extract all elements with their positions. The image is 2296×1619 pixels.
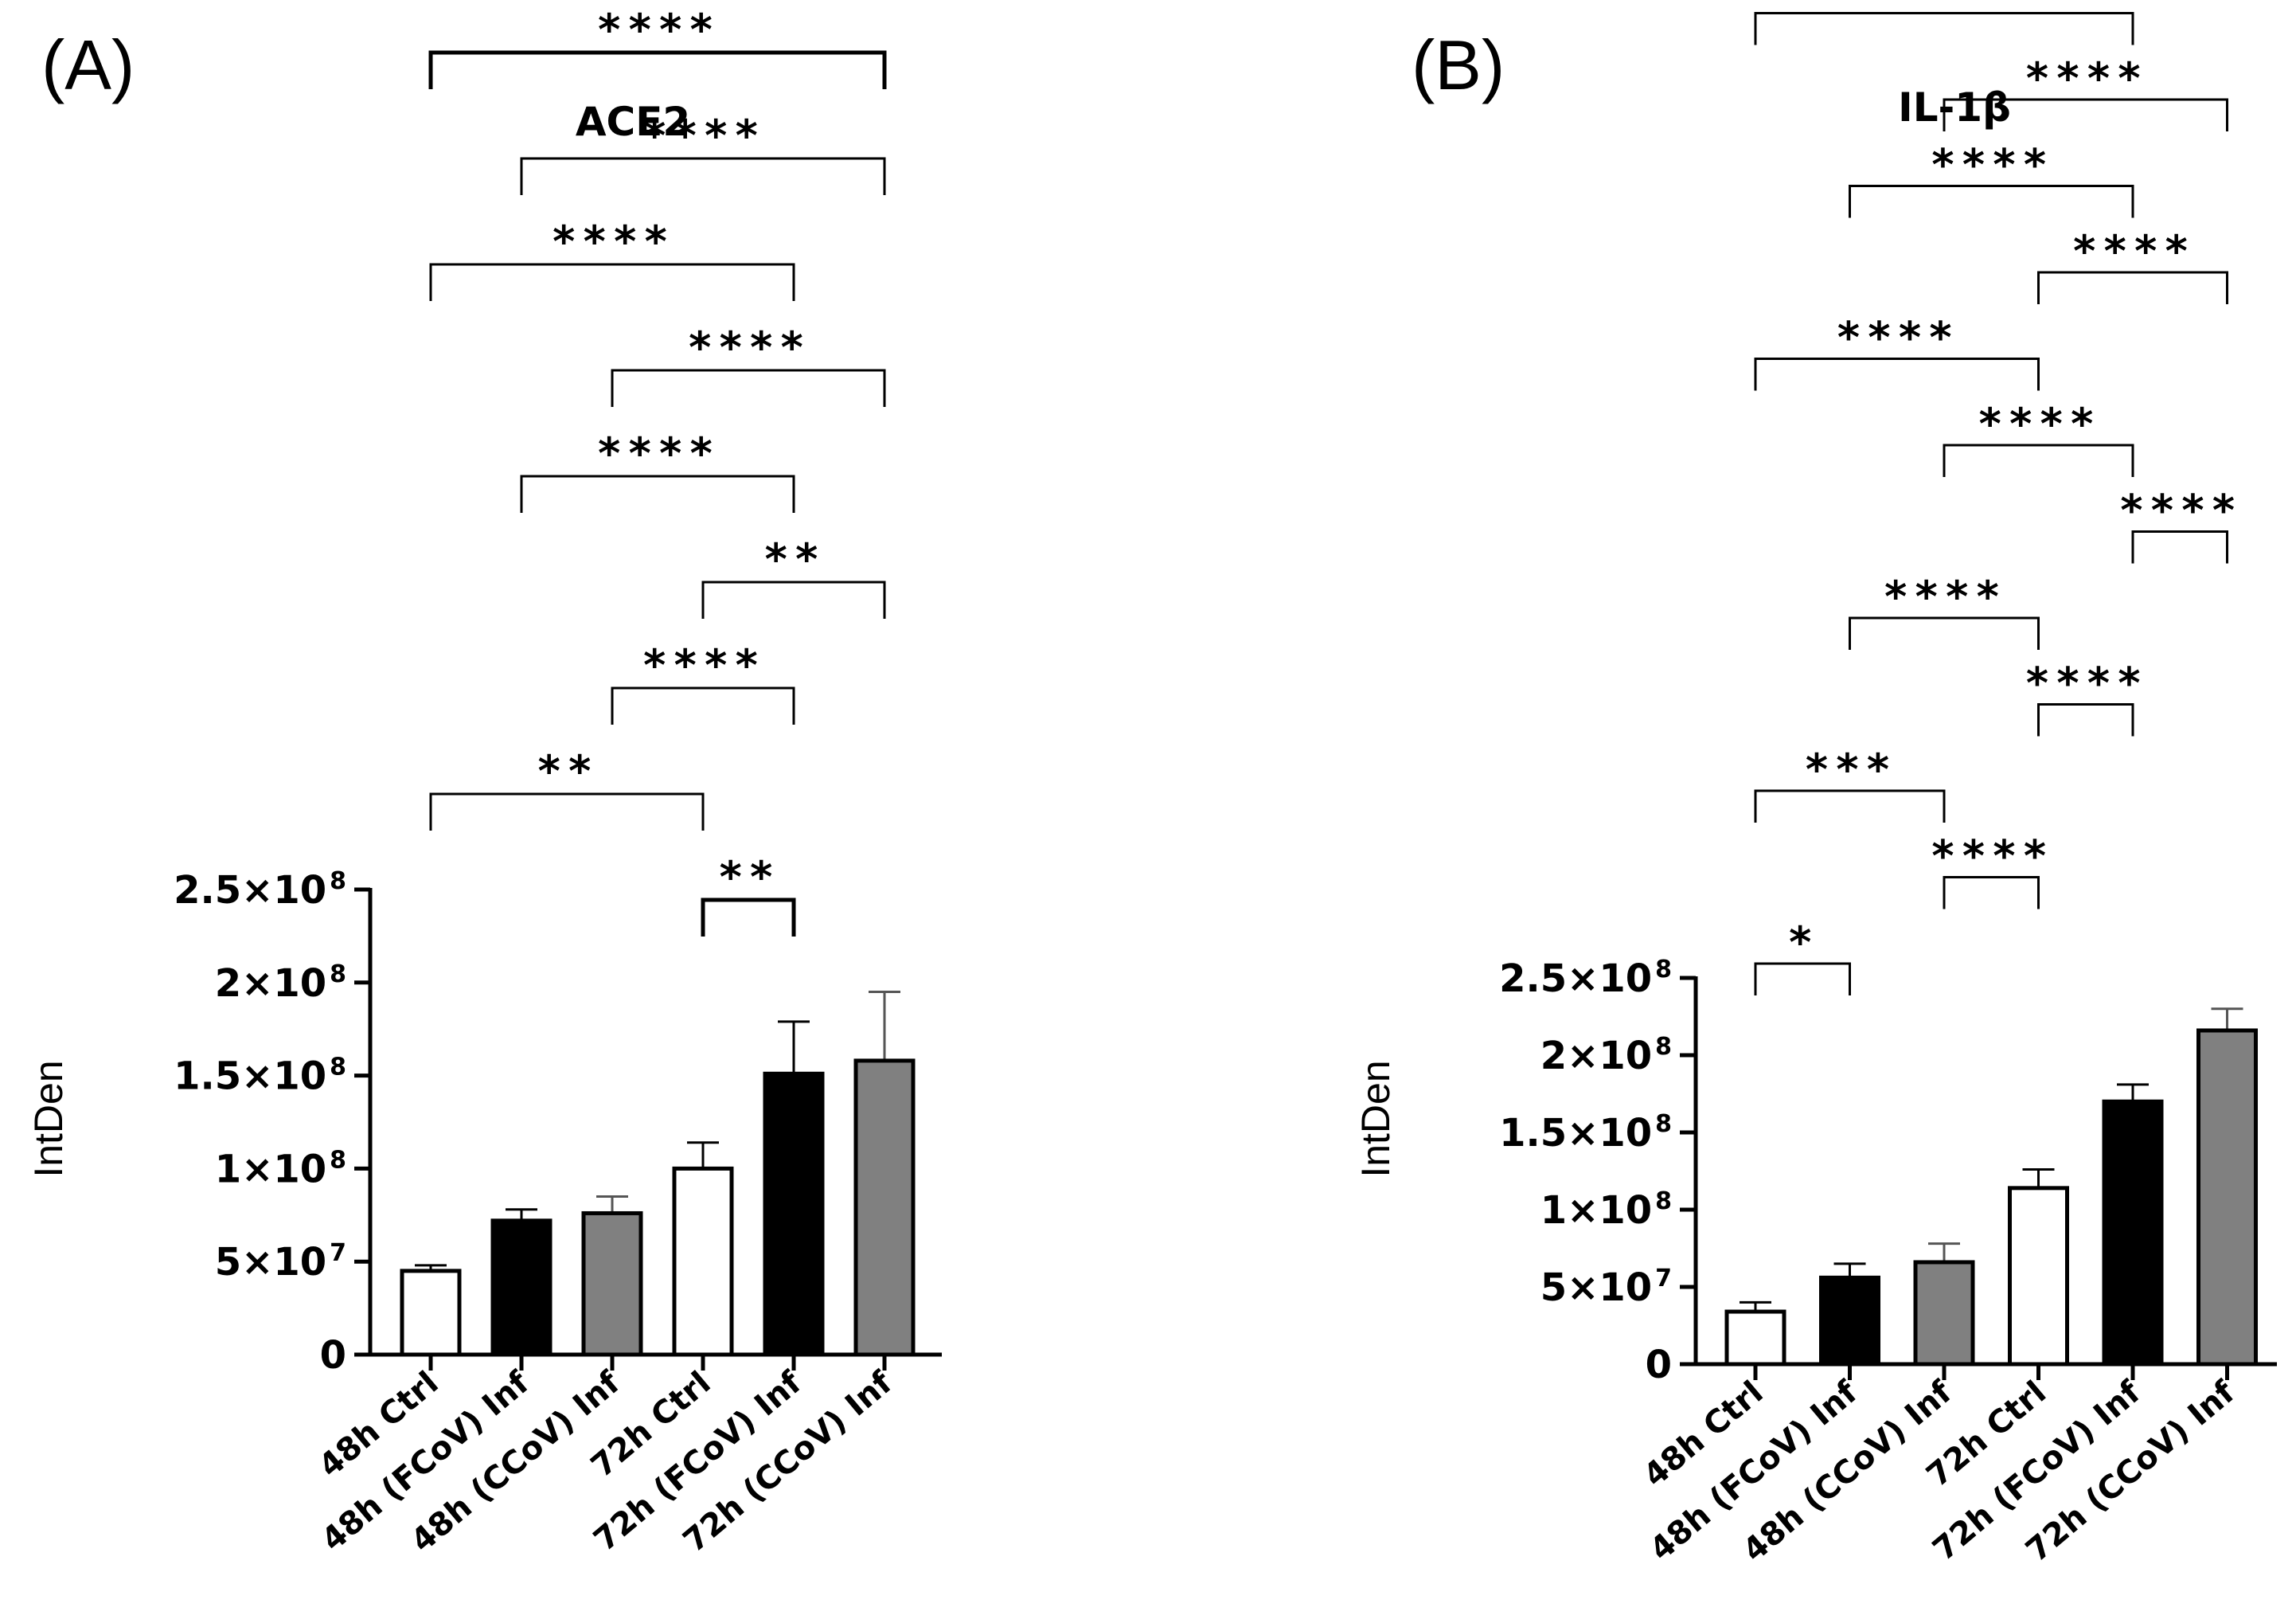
panel-b-significance-bracket: [1943, 444, 2134, 477]
panel-a-significance-bracket: [701, 581, 886, 619]
panel-b-significance-bracket: [1849, 616, 2040, 650]
panel-b-significance-bracket: [2131, 530, 2228, 564]
panel-b-y-tick-label: 5×10 7: [1540, 1265, 1672, 1310]
panel-a-significance-label: ****: [596, 428, 719, 479]
panel-b-bar: [2008, 1186, 2069, 1367]
panel-b-significance-label: ****: [1977, 399, 2099, 449]
panel-a-significance-label: ****: [596, 5, 719, 55]
panel-a-bar: [400, 1269, 462, 1357]
panel-a-significance-label: ****: [642, 111, 764, 161]
panel-b-significance-label: *: [1787, 917, 1818, 968]
panel-a-significance-label: ****: [642, 640, 764, 690]
panel-a-y-tick-label: 2.5×10 8: [174, 867, 346, 913]
panel-a-y-tick-label: 1.5×10 8: [174, 1054, 346, 1099]
panel-b-significance-label: ****: [1883, 572, 2005, 622]
panel-a-significance-label: **: [763, 534, 824, 585]
panel-b-significance-bracket: [1754, 12, 2134, 45]
panel-b-significance-bracket: [1943, 876, 2040, 909]
panel-a-bar: [763, 1071, 825, 1357]
panel-a-letter: (A): [41, 25, 135, 104]
panel-a-significance-bracket: [611, 369, 886, 407]
panel-a-bar: [490, 1218, 553, 1357]
panel-a-y-tick-label: 0: [320, 1333, 346, 1378]
panel-b-y-tick-label: 0: [1646, 1343, 1672, 1387]
panel-b-significance-label: ****: [2071, 226, 2194, 276]
panel-b-significance-label: ****: [2025, 53, 2147, 104]
panel-b-significance-label: ****: [2025, 659, 2147, 709]
panel-b-bar: [1819, 1275, 1880, 1367]
panel-b-y-tick-label: 2×10 8: [1540, 1033, 1672, 1078]
panel-b-significance-label: ****: [1836, 313, 1958, 363]
panel-a-significance-label: **: [536, 746, 597, 796]
panel-b-significance-bracket: [1754, 789, 1946, 823]
panel-b-y-tick-label: 2.5×10 8: [1499, 956, 1672, 1001]
panel-a-bar: [853, 1058, 916, 1357]
panel-b: (B) IL-1β IntDen 0 5×10 7 1×10 8 1.5×10 8 2×10 8…: [1353, 0, 2277, 1570]
panel-a-significance-bracket: [701, 897, 796, 937]
panel-b-bar: [1913, 1260, 1975, 1367]
panel-b-bar: [2102, 1099, 2164, 1367]
panel-b-significance-bracket: [1849, 185, 2134, 218]
panel-a-significance-bracket: [520, 157, 886, 195]
panel-a-significance-label: ****: [551, 217, 674, 267]
panel-b-y-tick-label: 1×10 8: [1540, 1187, 1672, 1233]
panel-a-significance-label: ****: [687, 323, 810, 373]
panel-b-letter: (B): [1412, 25, 1505, 104]
panel-a-significance-bracket: [520, 475, 795, 513]
panel-a-bar: [581, 1210, 643, 1357]
panel-a-y-tick-label: 1×10 8: [215, 1146, 346, 1191]
panel-b-bar: [2196, 1028, 2258, 1367]
panel-b-significance-label: ****: [2118, 486, 2241, 536]
panel-a-y-axis-label: IntDen: [26, 1060, 71, 1177]
panel-b-significance-label: ****: [1883, 0, 2005, 18]
panel-a: (A) ACE2 IntDen 0 5×10 7 1×10 8 1.5×10 8 2×10 8 2…: [26, 5, 942, 1560]
panel-b-y-tick-label: 1.5×10 8: [1499, 1110, 1672, 1156]
panel-a-significance-bracket: [428, 50, 887, 89]
panel-b-significance-label: ****: [1930, 831, 2052, 882]
panel-b-significance-label: ***: [1804, 745, 1896, 795]
panel-b-y-axis-label: IntDen: [1353, 1060, 1398, 1177]
panel-b-title: IL-1β: [1898, 84, 2011, 131]
panel-a-significance-label: **: [717, 852, 779, 902]
panel-a-significance-bracket: [429, 263, 795, 301]
panel-a-title: ACE2: [576, 99, 690, 145]
panel-a-y-tick-label: 2×10 8: [215, 960, 346, 1006]
panel-b-significance-bracket: [2037, 271, 2228, 304]
panel-a-significance-bracket: [611, 686, 795, 725]
panel-b-significance-bracket: [1754, 962, 1851, 995]
panel-b-significance-bracket: [1754, 358, 2040, 391]
panel-a-y-tick-label: 5×10 7: [215, 1239, 346, 1285]
panel-b-significance-bracket: [2037, 703, 2134, 737]
panel-b-significance-label: ****: [1930, 140, 2052, 190]
panel-a-bar: [672, 1166, 734, 1357]
panel-b-bar: [1724, 1309, 1786, 1367]
panel-a-significance-bracket: [429, 792, 705, 831]
panel-b-significance-bracket: [1943, 98, 2228, 131]
